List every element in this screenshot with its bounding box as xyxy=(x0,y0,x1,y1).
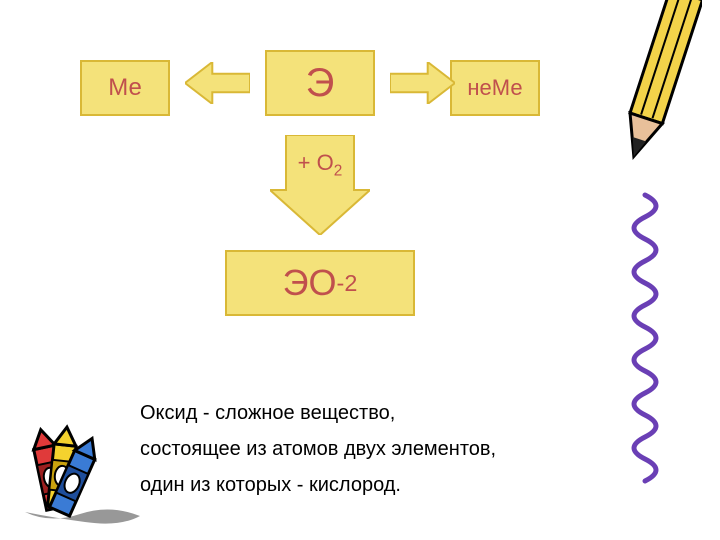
box-element: Э xyxy=(265,50,375,116)
arrow-left-icon xyxy=(185,62,250,104)
definition-line-3: один из которых - кислород. xyxy=(140,467,620,503)
box-element-label: Э xyxy=(306,61,335,106)
box-oxide-sup: -2 xyxy=(337,270,358,297)
box-neme-label: неМе xyxy=(467,75,522,101)
crayons-icon xyxy=(10,412,160,532)
squiggle-icon xyxy=(615,190,675,490)
box-me-label: Ме xyxy=(108,74,142,102)
arrow-right-icon xyxy=(390,62,455,104)
box-oxide-base: ЭО xyxy=(283,262,337,304)
box-me: Ме xyxy=(80,60,170,116)
box-oxide: ЭО-2 xyxy=(225,250,415,316)
definition-text: Оксид - сложное вещество, состоящее из а… xyxy=(140,395,620,503)
definition-line-1: Оксид - сложное вещество, xyxy=(140,395,620,431)
arrow-down-label: + О2 xyxy=(270,150,370,180)
arrow-down-label-prefix: + О xyxy=(298,150,334,175)
arrow-down-block: + О2 xyxy=(270,135,370,235)
box-neme: неМе xyxy=(450,60,540,116)
definition-line-2: состоящее из атомов двух элементов, xyxy=(140,431,620,467)
pencil-icon xyxy=(612,0,702,180)
arrow-down-label-sub: 2 xyxy=(334,163,343,180)
